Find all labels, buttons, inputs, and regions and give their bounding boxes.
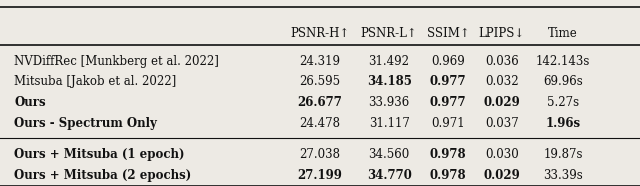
Text: 33.39s: 33.39s bbox=[543, 169, 583, 182]
Text: NVDiffRec [Munkberg et al. 2022]: NVDiffRec [Munkberg et al. 2022] bbox=[14, 54, 219, 68]
Text: 24.319: 24.319 bbox=[300, 54, 340, 68]
Text: Ours + Mitsuba (2 epochs): Ours + Mitsuba (2 epochs) bbox=[14, 169, 191, 182]
Text: 0.036: 0.036 bbox=[485, 54, 518, 68]
Text: 0.971: 0.971 bbox=[431, 117, 465, 130]
Text: Ours - Spectrum Only: Ours - Spectrum Only bbox=[14, 117, 157, 130]
Text: Ours: Ours bbox=[14, 96, 45, 109]
Text: PSNR-L↑: PSNR-L↑ bbox=[361, 27, 417, 40]
Text: 34.185: 34.185 bbox=[367, 75, 412, 88]
Text: 34.770: 34.770 bbox=[367, 169, 412, 182]
Text: Mitsuba [Jakob et al. 2022]: Mitsuba [Jakob et al. 2022] bbox=[14, 75, 177, 88]
Text: 0.977: 0.977 bbox=[429, 75, 467, 88]
Text: 0.978: 0.978 bbox=[429, 169, 467, 182]
Text: 26.595: 26.595 bbox=[300, 75, 340, 88]
Text: 142.143s: 142.143s bbox=[536, 54, 590, 68]
Text: 0.029: 0.029 bbox=[483, 96, 520, 109]
Text: 69.96s: 69.96s bbox=[543, 75, 583, 88]
Text: SSIM↑: SSIM↑ bbox=[427, 27, 469, 40]
Text: 0.030: 0.030 bbox=[485, 148, 518, 161]
Text: 0.032: 0.032 bbox=[485, 75, 518, 88]
Text: 0.977: 0.977 bbox=[429, 96, 467, 109]
Text: 33.936: 33.936 bbox=[369, 96, 410, 109]
Text: 0.029: 0.029 bbox=[483, 169, 520, 182]
Text: 1.96s: 1.96s bbox=[546, 117, 580, 130]
Text: 0.037: 0.037 bbox=[485, 117, 518, 130]
Text: Time: Time bbox=[548, 27, 578, 40]
Text: PSNR-H↑: PSNR-H↑ bbox=[291, 27, 349, 40]
Text: 19.87s: 19.87s bbox=[543, 148, 583, 161]
Text: 27.038: 27.038 bbox=[300, 148, 340, 161]
Text: Ours + Mitsuba (1 epoch): Ours + Mitsuba (1 epoch) bbox=[14, 148, 184, 161]
Text: 27.199: 27.199 bbox=[298, 169, 342, 182]
Text: 26.677: 26.677 bbox=[298, 96, 342, 109]
Text: 5.27s: 5.27s bbox=[547, 96, 579, 109]
Text: 0.978: 0.978 bbox=[429, 148, 467, 161]
Text: 0.969: 0.969 bbox=[431, 54, 465, 68]
Text: 34.560: 34.560 bbox=[369, 148, 410, 161]
Text: 31.492: 31.492 bbox=[369, 54, 410, 68]
Text: 31.117: 31.117 bbox=[369, 117, 410, 130]
Text: LPIPS↓: LPIPS↓ bbox=[479, 27, 525, 40]
Text: 24.478: 24.478 bbox=[300, 117, 340, 130]
